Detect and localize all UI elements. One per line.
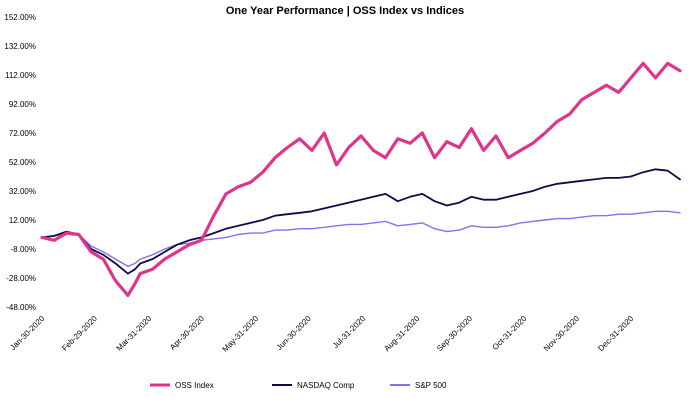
- chart-title: One Year Performance | OSS Index vs Indi…: [226, 5, 464, 17]
- x-tick-label: Jul-31-2020: [331, 314, 368, 351]
- series-layer: [40, 61, 682, 297]
- legend-label-nasdaq-comp: NASDAQ Comp: [297, 381, 355, 390]
- y-tick-label: 12.00%: [9, 216, 36, 225]
- legend-label-s-p-500: S&P 500: [415, 381, 447, 390]
- y-tick-label: 132.00%: [4, 42, 36, 51]
- x-tick-label: Jun-30-2020: [275, 314, 314, 353]
- x-tick-label: May-31-2020: [221, 314, 261, 354]
- y-tick-label: 32.00%: [9, 187, 36, 196]
- x-tick-label: Sep-30-2020: [435, 314, 474, 353]
- y-tick-label: 72.00%: [9, 129, 36, 138]
- x-tick-label: Apr-30-2020: [168, 314, 206, 352]
- legend: OSS Index NASDAQ Comp S&P 500: [150, 381, 447, 390]
- x-tick-label: Mar-31-2020: [115, 314, 154, 353]
- legend-label-oss-index: OSS Index: [175, 381, 214, 390]
- nasdaq-comp-line: [41, 168, 681, 275]
- y-tick-label: -28.00%: [6, 274, 36, 283]
- x-tick-label: Aug-31-2020: [382, 314, 421, 353]
- y-tick-label: 52.00%: [9, 158, 36, 167]
- x-axis: Jan-30-2020 Feb-29-2020 Mar-31-2020 Apr-30-…: [8, 314, 635, 354]
- s-p-500-line: [41, 210, 681, 268]
- x-tick-label: Dec-31-2020: [596, 314, 635, 353]
- y-tick-label: 92.00%: [9, 100, 36, 109]
- x-tick-label: Nov-30-2020: [542, 314, 581, 353]
- y-tick-label: -48.00%: [6, 303, 36, 312]
- y-tick-label: 152.00%: [4, 13, 36, 22]
- y-tick-label: 112.00%: [5, 71, 36, 80]
- oss-index-line: [40, 61, 682, 297]
- x-tick-label: Feb-29-2020: [60, 314, 99, 353]
- x-tick-label: Oct-31-2020: [491, 314, 529, 352]
- y-axis: 152.00% 132.00% 112.00% 92.00% 72.00% 52.00% 3…: [4, 13, 36, 312]
- y-tick-label: -8.00%: [11, 245, 36, 254]
- x-tick-label: Jan-30-2020: [8, 314, 47, 353]
